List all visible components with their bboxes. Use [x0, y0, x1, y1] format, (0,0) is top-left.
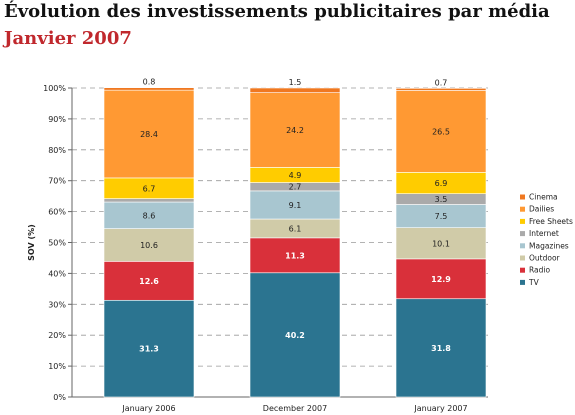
bar-segment: [103, 89, 195, 179]
data-label: 7.5: [435, 212, 448, 221]
bar-segment: [395, 90, 487, 173]
x-tick-label: January 2007: [413, 404, 467, 413]
legend-label: Internet: [529, 229, 559, 238]
data-label: 2.7: [289, 183, 302, 192]
legend-swatch: [520, 255, 525, 261]
data-label: 6.7: [143, 184, 156, 193]
legend-label: Dailies: [529, 205, 554, 214]
legend-label: TV: [528, 278, 540, 287]
legend-swatch: [520, 279, 525, 285]
data-label: 40.2: [285, 331, 305, 340]
legend-swatch: [520, 218, 525, 224]
y-tick-label: 30%: [48, 300, 66, 309]
bar-segment: [395, 258, 487, 300]
data-label: 31.8: [431, 344, 451, 353]
y-tick-label: 100%: [43, 84, 66, 93]
bar-segment: [395, 298, 487, 398]
bar-segment: [395, 88, 487, 91]
data-label: 10.1: [432, 239, 450, 248]
bar-segment: [249, 237, 341, 274]
data-label: 6.9: [435, 179, 448, 188]
data-label: 8.6: [143, 211, 156, 220]
y-tick-label: 90%: [48, 115, 66, 124]
bars: 31.312.610.68.61.16.728.40.840.211.36.19…: [103, 78, 487, 398]
bar-segment: [103, 261, 195, 301]
data-label: 12.9: [431, 275, 451, 284]
y-axis-label: SOV (%): [27, 224, 36, 261]
y-tick-label: 40%: [48, 269, 66, 278]
data-label: 10.6: [140, 241, 158, 250]
data-label: 28.4: [140, 130, 158, 139]
data-label: 3.5: [435, 195, 448, 204]
bar-segment: [249, 87, 341, 93]
y-tick-label: 50%: [48, 239, 66, 248]
data-label: 11.3: [285, 251, 305, 260]
bar-segment: [103, 299, 195, 398]
bar-segment: [249, 272, 341, 398]
data-label: 6.1: [289, 224, 302, 233]
legend: Cinema Dailies Free Sheets Internet Magazine…: [520, 193, 573, 287]
data-label: 12.6: [139, 277, 159, 286]
y-tick-label: 80%: [48, 146, 66, 155]
data-label: 24.2: [286, 126, 304, 135]
data-label: 0.8: [143, 78, 156, 87]
y-tick-label: 70%: [48, 177, 66, 186]
chart-title: Évolution des investissements publicitai…: [4, 1, 550, 22]
legend-swatch: [520, 206, 525, 212]
data-label: 26.5: [432, 127, 450, 136]
legend-swatch: [520, 243, 525, 249]
bar-segment: [103, 228, 195, 262]
y-tick-label: 60%: [48, 208, 66, 217]
data-label: 1.5: [289, 78, 302, 87]
data-label: 4.9: [289, 171, 302, 180]
chart-subtitle: Janvier 2007: [4, 28, 132, 49]
legend-label: Cinema: [529, 193, 558, 202]
x-tick-label: December 2007: [263, 404, 327, 413]
bar-segment: [249, 190, 341, 220]
legend-swatch: [520, 194, 525, 200]
data-label: 31.3: [139, 345, 159, 354]
legend-label: Outdoor: [529, 254, 561, 263]
legend-swatch: [520, 267, 525, 273]
bar-segment: [249, 92, 341, 168]
bar-segment: [395, 227, 487, 260]
y-tick-label: 20%: [48, 331, 66, 340]
legend-label: Radio: [529, 266, 550, 275]
bar-segment: [103, 198, 195, 203]
legend-label: Magazines: [529, 241, 569, 250]
legend-swatch: [520, 231, 525, 237]
legend-label: Free Sheets: [529, 217, 573, 226]
y-tick-label: 0%: [53, 393, 66, 402]
bar-segment: [103, 87, 195, 91]
data-label: 9.1: [289, 201, 302, 210]
x-tick-label: January 2006: [121, 404, 175, 413]
data-label: 0.7: [435, 78, 448, 87]
y-tick-label: 10%: [48, 362, 66, 371]
